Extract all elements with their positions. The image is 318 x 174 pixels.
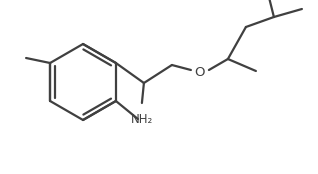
Text: NH₂: NH₂: [131, 113, 153, 126]
Text: O: O: [195, 66, 205, 80]
